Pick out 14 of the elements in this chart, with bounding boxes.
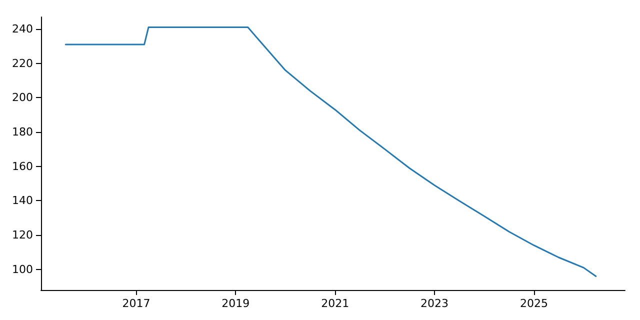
y-tick-label: 120 xyxy=(12,228,33,242)
x-tick-label: 2017 xyxy=(122,297,150,310)
y-tick-label: 180 xyxy=(12,126,33,139)
x-tick-label: 2025 xyxy=(520,297,548,310)
y-tick-label: 240 xyxy=(12,22,33,36)
y-tick-label: 220 xyxy=(12,56,33,70)
line-series xyxy=(64,26,597,278)
x-tick-label: 2019 xyxy=(222,297,250,310)
y-tick-label: 140 xyxy=(12,194,33,208)
x-tick-label: 2021 xyxy=(321,297,350,310)
y-tick-label: 100 xyxy=(12,262,33,276)
y-tick-label: 160 xyxy=(12,160,33,173)
x-tick-label: 2023 xyxy=(420,297,448,310)
y-tick-label: 200 xyxy=(12,91,33,104)
